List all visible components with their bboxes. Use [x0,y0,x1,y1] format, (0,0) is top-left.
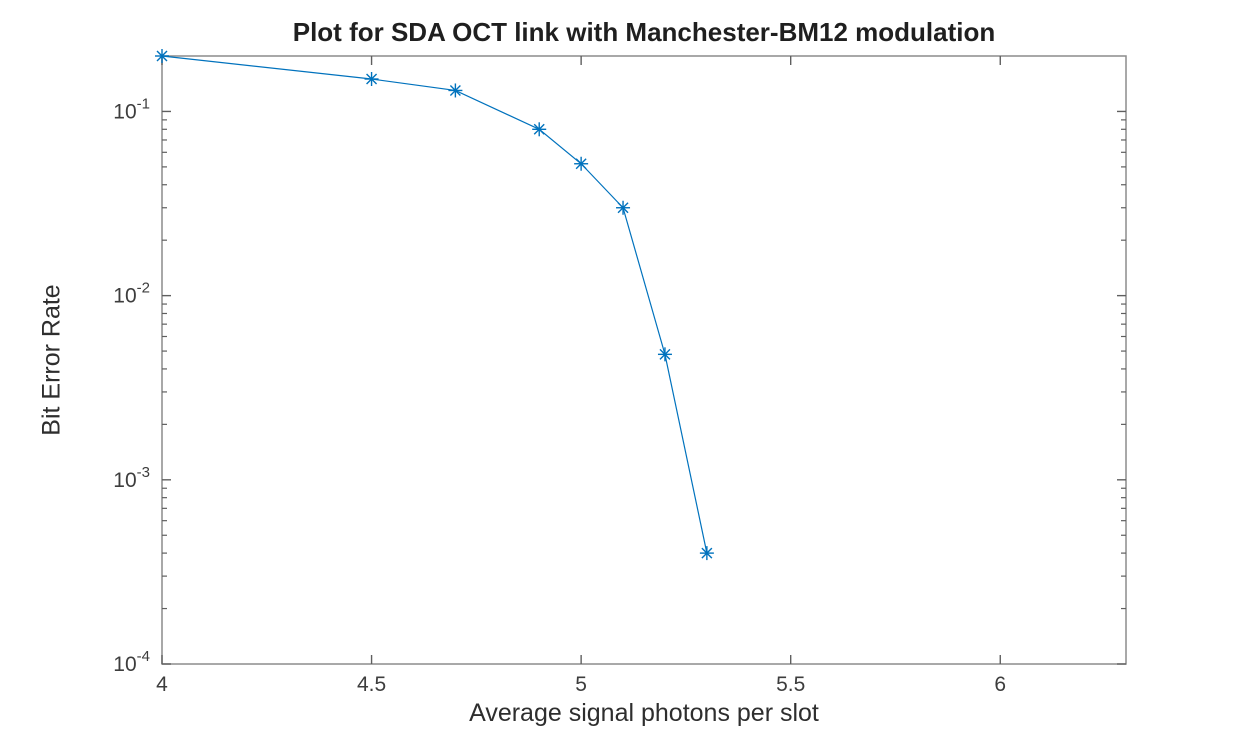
y-tick-label: 10-2 [113,280,150,308]
marker-stroke [533,123,545,135]
y-tick-label: 10-3 [113,464,150,492]
x-axis-label: Average signal photons per slot [469,699,819,727]
data-point-marker[interactable] [616,200,631,215]
data-point-marker[interactable] [448,83,463,98]
x-tick-label: 5 [575,673,587,696]
marker-stroke [617,202,629,214]
data-point-marker[interactable] [364,72,379,87]
marker-stroke [366,73,378,85]
marker-stroke [701,547,713,559]
data-point-marker[interactable] [699,546,714,561]
axes-box [161,55,1127,665]
marker-stroke [659,348,671,360]
data-point-marker[interactable] [574,156,589,171]
chart-title: Plot for SDA OCT link with Manchester-BM… [292,17,996,47]
y-axis-label: Bit Error Rate [37,284,66,436]
data-point-marker[interactable] [532,122,547,137]
series-line [161,55,708,554]
x-tick-label: 4 [156,673,168,696]
marker-stroke [156,50,168,62]
y-tick-label: 10-4 [113,648,150,676]
x-tick-label: 4.5 [357,673,386,696]
y-tick-label: 10-1 [113,95,150,123]
x-tick-label: 5.5 [776,673,805,696]
x-tick-label: 6 [994,673,1006,696]
marker-stroke [449,84,461,96]
data-point-marker[interactable] [155,49,169,63]
marker-stroke [575,158,587,170]
data-point-marker[interactable] [657,347,672,362]
